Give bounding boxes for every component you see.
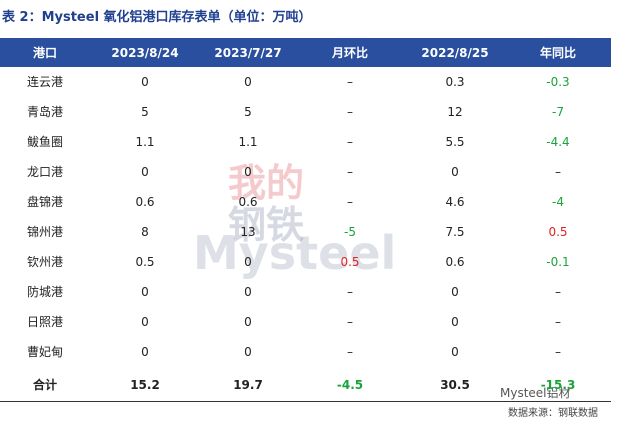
cell: 盘锦港 [26,195,63,209]
cell: – [347,285,353,299]
total-cell: -4.5 [336,378,364,392]
cell: 锦州港 [26,225,63,239]
cell: 0.5 [548,225,568,239]
cell: -0.3 [546,75,570,89]
total-cell: 15.2 [130,378,160,392]
cell: 龙口港 [26,165,63,179]
cell: 1.1 [238,135,258,149]
cell: 5.5 [445,135,465,149]
cell: 0 [141,345,149,359]
cell: 青岛港 [26,105,63,119]
title: 表 2：Mysteel 氧化铝港口库存表单（单位：万吨） [2,10,312,25]
header-cell: 2023/7/27 [214,46,282,60]
cell: 0 [244,165,252,179]
cell: 0 [451,285,459,299]
cell: – [555,285,561,299]
cell: 0.3 [445,75,465,89]
total-cell: -15.3 [540,378,576,392]
cell: 0 [141,285,149,299]
cell: 0.6 [445,255,465,269]
cell: 0 [141,165,149,179]
cell: – [347,195,353,209]
header-cell: 港口 [32,46,57,60]
cell: – [347,315,353,329]
cell: – [347,135,353,149]
header-cell: 月环比 [331,46,368,60]
cell: 钦州港 [26,255,63,269]
total-cell: 合计 [32,378,57,392]
cell: 0 [244,75,252,89]
cell: 0 [451,345,459,359]
cell: – [555,345,561,359]
cell: -4 [552,195,564,209]
total-cell: 30.5 [440,378,470,392]
cell: 5 [244,105,252,119]
cell: 5 [141,105,149,119]
watermark-top: 我的 [228,161,305,205]
cell: – [347,165,353,179]
cell: 0.5 [135,255,155,269]
cell: -5 [344,225,356,239]
cell: 0 [244,255,252,269]
footer-brand: Mysteel铝材 [500,386,571,400]
cell: 1.1 [135,135,155,149]
cell: 7.5 [445,225,465,239]
cell: 0 [451,165,459,179]
cell: 0 [244,345,252,359]
cell: 8 [141,225,149,239]
cell: – [347,75,353,89]
header-cell: 2022/8/25 [421,46,489,60]
cell: 0 [141,75,149,89]
cell: 13 [240,225,256,239]
cell: -0.1 [546,255,570,269]
header-cell: 2023/8/24 [111,46,179,60]
cell: 鲅鱼圈 [26,135,63,149]
header-cell: 年同比 [539,46,576,60]
watermark-brand: Mysteel [193,226,397,280]
watermark-middle: 钢铁 [228,203,305,247]
cell: 防城港 [26,285,63,299]
header-bar [0,38,611,67]
cell: 12 [447,105,463,119]
source: 数据来源：钢联数据 [508,408,598,419]
cell: 0 [451,315,459,329]
cell: – [347,105,353,119]
cell: 0 [244,315,252,329]
cell: -4.4 [546,135,570,149]
cell: 0 [141,315,149,329]
cell: 0 [244,285,252,299]
cell: 0.6 [135,195,155,209]
cell: 4.6 [445,195,465,209]
cell: 0.6 [238,195,258,209]
cell: -7 [552,105,564,119]
cell: – [555,165,561,179]
bottom-rule [0,401,611,402]
cell: 曹妃甸 [26,345,63,359]
cell: – [347,345,353,359]
cell: – [555,315,561,329]
total-cell: 19.7 [233,378,263,392]
cell: 0.5 [340,255,360,269]
cell: 连云港 [26,75,63,89]
cell: 日照港 [26,315,63,329]
